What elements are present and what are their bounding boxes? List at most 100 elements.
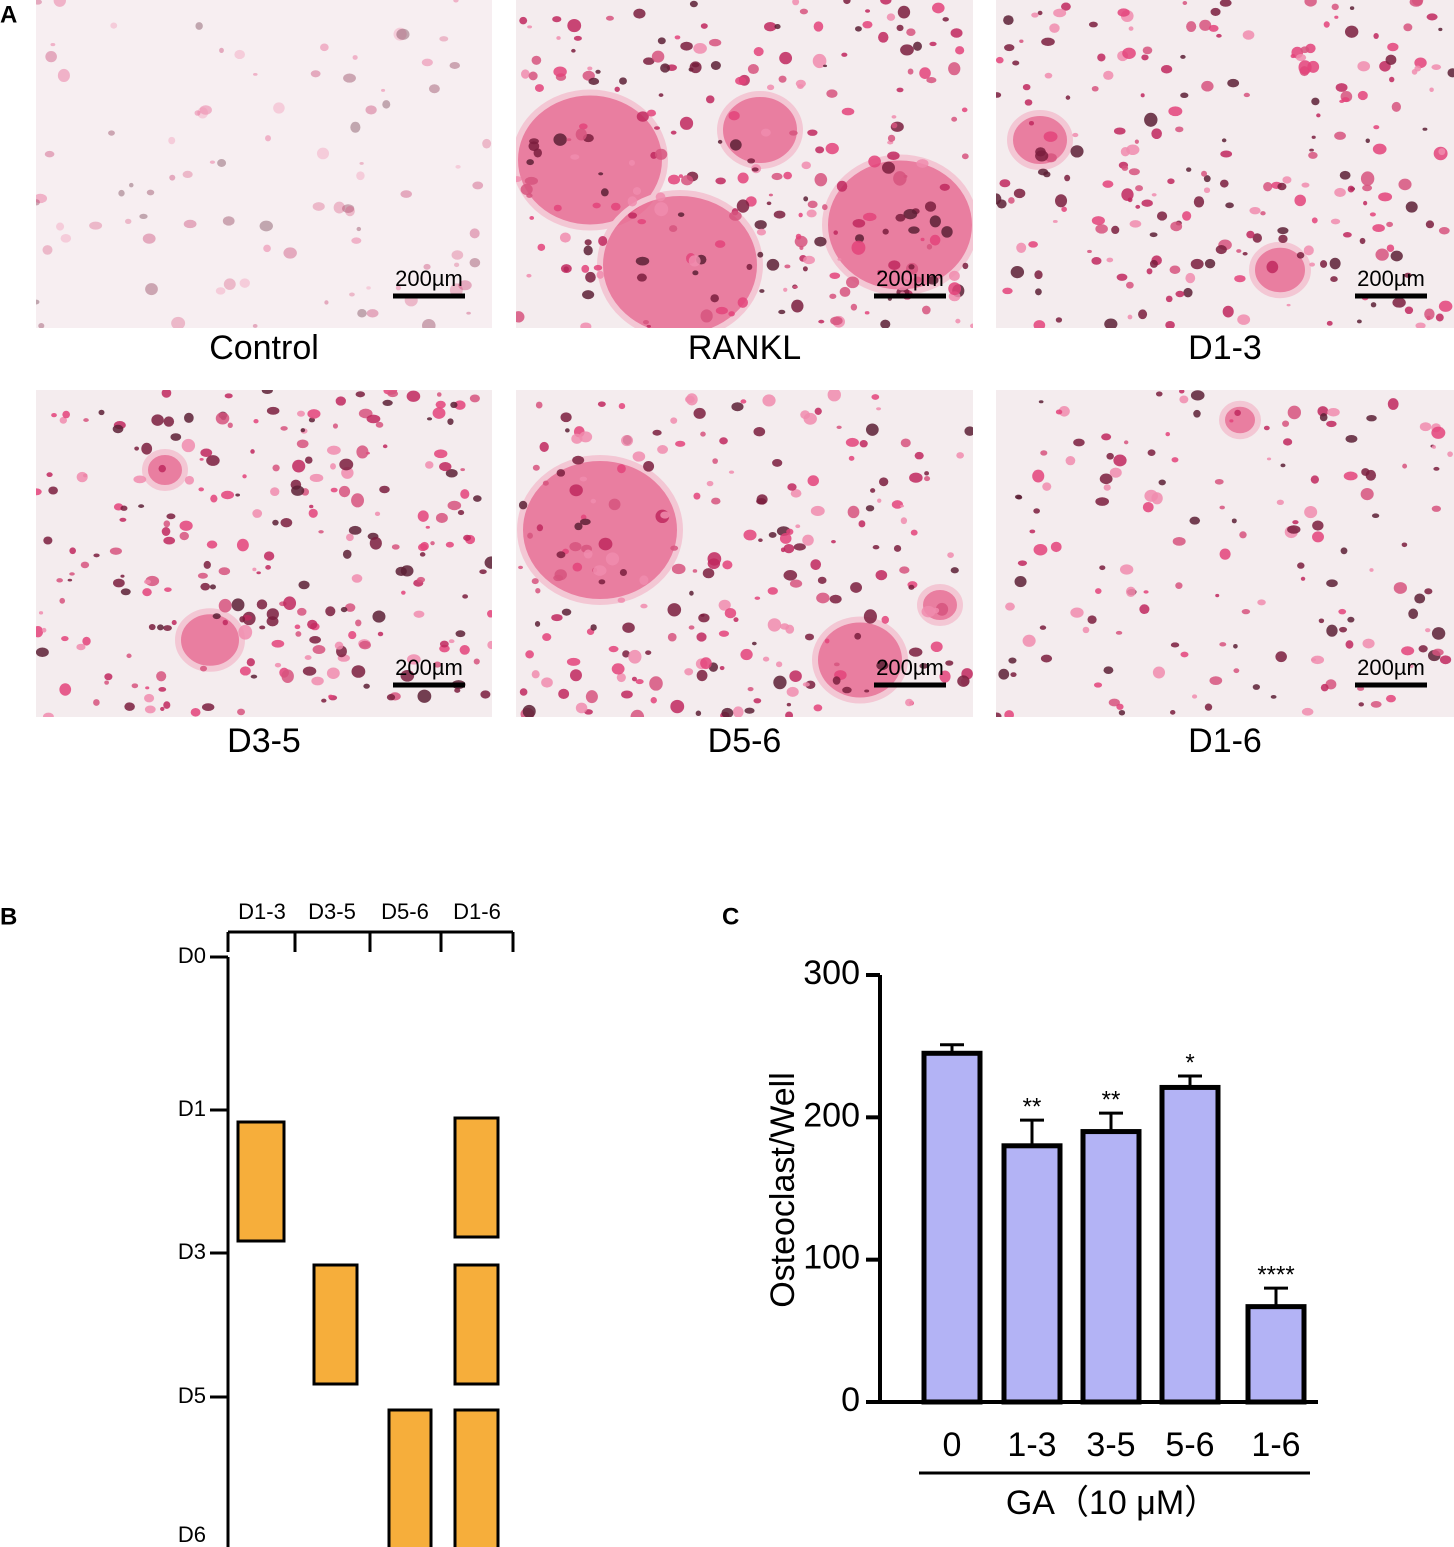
cell — [124, 218, 132, 225]
cell — [199, 665, 208, 672]
cell — [469, 394, 480, 403]
cell — [428, 84, 440, 94]
panel-label: C — [722, 903, 739, 930]
cell — [914, 451, 924, 460]
cell — [1034, 270, 1043, 280]
cell — [76, 471, 88, 483]
cell — [1277, 182, 1287, 191]
cell — [171, 316, 186, 328]
cell — [521, 69, 530, 79]
cell — [717, 139, 723, 144]
cell — [758, 538, 763, 543]
cell — [939, 670, 951, 683]
cell — [771, 172, 783, 181]
cell — [144, 693, 155, 703]
cell — [645, 650, 652, 655]
cell — [1411, 0, 1424, 6]
cell — [217, 159, 227, 167]
cell — [784, 264, 791, 269]
cell — [949, 270, 960, 281]
cell — [200, 448, 213, 457]
cell — [948, 282, 962, 296]
cell — [753, 698, 762, 704]
cell — [1147, 449, 1156, 457]
cell — [711, 497, 721, 505]
cell — [309, 473, 324, 483]
cell — [1347, 185, 1355, 193]
cell — [1433, 466, 1440, 471]
cell — [374, 511, 381, 517]
cell — [1099, 473, 1113, 485]
cell — [227, 422, 233, 429]
cell — [1017, 560, 1028, 566]
cell — [1123, 440, 1129, 445]
cell — [772, 458, 783, 467]
cell — [519, 16, 528, 25]
cell — [351, 493, 365, 508]
micrograph: 200µm — [516, 390, 973, 717]
day-label: D3 — [178, 1239, 206, 1264]
cell — [332, 423, 338, 429]
cell — [756, 494, 768, 505]
cell — [1142, 46, 1153, 55]
cell — [356, 226, 362, 232]
cell — [1249, 206, 1261, 215]
cell — [170, 433, 182, 441]
cell — [338, 485, 351, 498]
cell — [706, 480, 714, 487]
x-tick-label: 5-6 — [1165, 1426, 1214, 1464]
cell — [812, 53, 827, 69]
cell — [169, 174, 176, 181]
cell — [145, 283, 158, 296]
column-header: D1-6 — [453, 899, 501, 924]
cell — [632, 451, 646, 462]
cell — [722, 560, 733, 570]
cell — [580, 514, 587, 520]
cell — [753, 47, 764, 57]
cell — [824, 638, 830, 644]
cell — [1320, 683, 1329, 692]
cell — [1403, 23, 1413, 32]
cell — [526, 193, 533, 198]
cell — [929, 41, 937, 47]
cell — [1183, 287, 1193, 298]
cell — [296, 410, 305, 417]
cell — [350, 121, 361, 133]
cell — [1319, 413, 1328, 422]
cell — [1022, 634, 1036, 647]
cell — [272, 519, 279, 526]
day-label: D1 — [178, 1096, 206, 1121]
cell — [695, 710, 702, 717]
cell — [598, 579, 606, 585]
cell — [1180, 651, 1189, 658]
cell — [62, 410, 70, 419]
cell — [1424, 308, 1435, 320]
cell — [825, 142, 839, 155]
cell — [757, 251, 764, 258]
cell — [1345, 640, 1354, 649]
cell — [537, 243, 546, 251]
cell — [1091, 85, 1099, 92]
cell — [1103, 70, 1114, 80]
cell — [1387, 42, 1399, 52]
cell — [908, 647, 923, 657]
cell — [98, 409, 105, 416]
cell — [439, 36, 449, 42]
cell — [831, 540, 836, 544]
cell — [896, 87, 904, 93]
cell — [1344, 25, 1359, 38]
cell — [1087, 615, 1097, 624]
cell — [584, 239, 592, 246]
column-header: D5-6 — [381, 899, 429, 924]
cell — [270, 487, 280, 497]
cell — [45, 51, 57, 63]
cell — [351, 237, 362, 244]
cell — [1229, 419, 1234, 423]
micrograph: 200µm — [516, 0, 973, 328]
cell — [909, 472, 923, 483]
cell — [843, 0, 851, 5]
cell — [908, 264, 915, 270]
cell — [926, 244, 933, 250]
cell — [253, 72, 258, 76]
cell — [1339, 626, 1348, 633]
